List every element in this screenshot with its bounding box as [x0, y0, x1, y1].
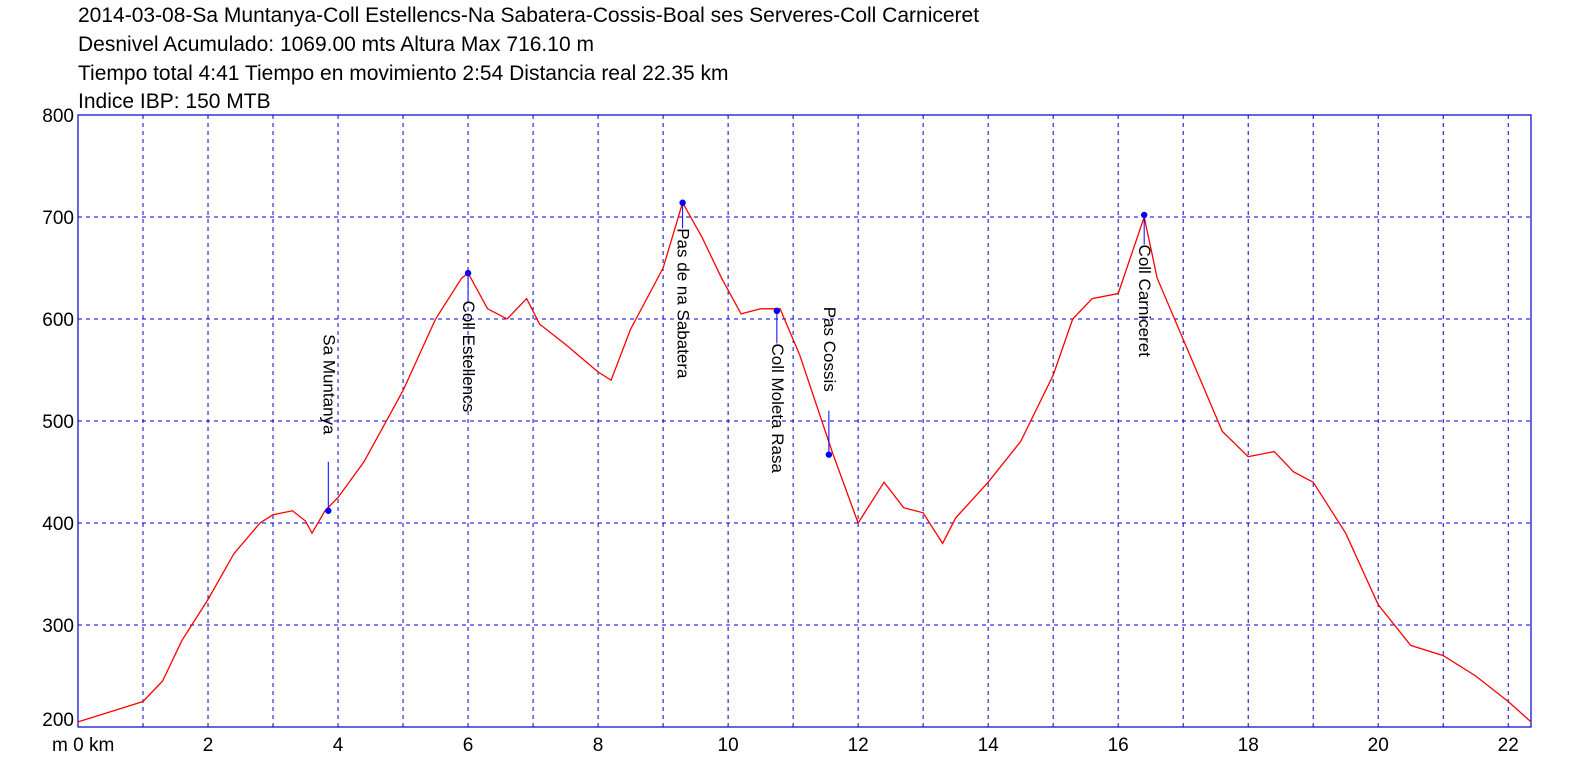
y-tick-label: 400 — [42, 514, 74, 535]
axis-ticks: 300 400 500 600 700 800 200 2 4 6 8 10 12 14 16 18 20 22 m… — [42, 106, 1519, 756]
elevation-profile-line — [77, 201, 1532, 723]
y-tick-label: 800 — [42, 106, 74, 127]
waypoint-label: Coll Estellencs — [459, 301, 478, 413]
y-tick-label: 200 — [42, 710, 74, 731]
plot-frame — [77, 114, 1532, 728]
waypoint-marker — [464, 269, 472, 277]
x-tick-label: 18 — [1238, 735, 1259, 756]
x-tick-label: 4 — [333, 735, 344, 756]
waypoint-marker — [1140, 211, 1148, 219]
waypoints: Sa Muntanya Coll Estellencs Pas de na Saba… — [319, 199, 1154, 514]
waypoint-marker — [679, 199, 686, 206]
x-tick-label: 8 — [593, 735, 604, 756]
x-tick-label: 10 — [718, 735, 739, 756]
x-tick-label: 22 — [1498, 735, 1519, 756]
time-distance-summary: Tiempo total 4:41 Tiempo en movimiento 2… — [78, 62, 729, 85]
waypoint-marker — [825, 451, 833, 458]
x-tick-label: 2 — [203, 735, 214, 756]
chart-title: 2014-03-08-Sa Muntanya-Coll Estellencs-N… — [78, 4, 980, 27]
waypoint-label: Coll Carniceret — [1135, 245, 1154, 358]
waypoint-marker — [773, 307, 781, 315]
x-tick-label: 20 — [1368, 735, 1389, 756]
waypoint-marker — [325, 507, 332, 514]
y-tick-label: 500 — [42, 412, 74, 433]
x-tick-label: 12 — [848, 735, 869, 756]
waypoint-label: Pas Cossis — [820, 307, 839, 392]
x-origin-label: m 0 km — [52, 735, 114, 756]
waypoint-label: Pas de na Sabatera — [674, 228, 693, 379]
y-tick-label: 600 — [42, 310, 74, 331]
ascent-summary: Desnivel Acumulado: 1069.00 mts Altura M… — [78, 33, 594, 56]
x-tick-label: 6 — [463, 735, 474, 756]
x-tick-label: 16 — [1108, 735, 1129, 756]
x-tick-label: 14 — [978, 735, 1000, 756]
ibp-index: Indice IBP: 150 MTB — [78, 90, 271, 113]
y-tick-label: 700 — [42, 208, 74, 229]
waypoint-label: Sa Muntanya — [319, 334, 338, 435]
y-tick-label: 300 — [42, 616, 74, 637]
waypoint-label: Coll Moleta Rasa — [768, 343, 787, 473]
grid-lines — [78, 115, 1531, 727]
